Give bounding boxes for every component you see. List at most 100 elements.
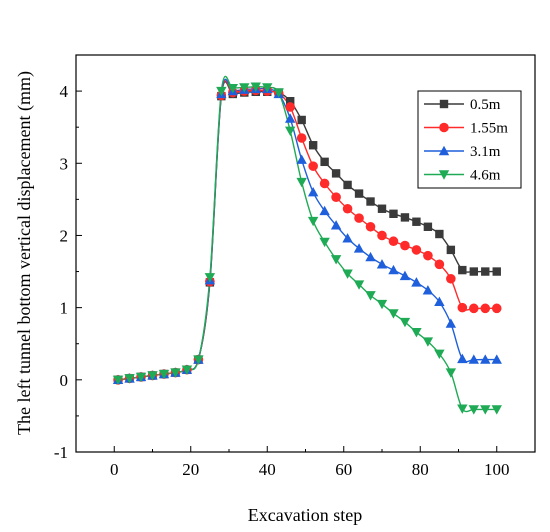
data-point xyxy=(458,265,467,275)
data-point xyxy=(457,302,468,313)
x-tick-label: 60 xyxy=(335,460,352,479)
data-point xyxy=(124,374,135,384)
data-point xyxy=(330,255,342,265)
data-point xyxy=(365,221,376,232)
legend-label-0: 0.5m xyxy=(470,97,501,113)
data-point xyxy=(376,299,388,310)
data-point xyxy=(457,353,468,364)
y-axis-label: The left tunnel bottom vertical displace… xyxy=(14,71,35,435)
data-point xyxy=(216,86,227,97)
data-point xyxy=(389,209,398,218)
data-point xyxy=(446,273,456,284)
data-point xyxy=(491,405,502,415)
legend-label-1: 1.55m xyxy=(470,121,508,137)
data-point xyxy=(353,243,365,253)
data-point xyxy=(296,154,307,164)
data-point xyxy=(377,230,387,241)
data-point xyxy=(491,303,502,314)
data-point xyxy=(170,368,181,378)
legend-marker-0 xyxy=(439,99,449,109)
data-point xyxy=(330,220,342,230)
data-point xyxy=(434,296,445,307)
y-tick-label: 3 xyxy=(60,154,69,173)
data-point xyxy=(365,251,376,262)
data-point xyxy=(388,309,399,319)
x-tick-label: 40 xyxy=(259,460,276,479)
legend-label-2: 3.1m xyxy=(470,144,501,160)
data-point xyxy=(411,327,422,338)
data-point xyxy=(435,229,444,239)
data-point xyxy=(422,285,434,295)
y-tick-label: 1 xyxy=(60,299,69,318)
data-point xyxy=(135,372,147,383)
data-point xyxy=(377,204,387,213)
y-tick-label: 0 xyxy=(60,371,69,390)
data-point xyxy=(285,126,296,136)
y-tick-label: 2 xyxy=(60,226,69,245)
data-point xyxy=(399,317,411,328)
data-point xyxy=(481,267,490,276)
data-point xyxy=(158,369,170,380)
x-tick-label: 80 xyxy=(412,460,429,479)
data-point xyxy=(297,115,306,125)
data-point xyxy=(307,216,319,227)
data-point xyxy=(286,96,295,106)
data-point xyxy=(376,259,388,269)
data-point xyxy=(343,180,352,190)
x-tick-label: 20 xyxy=(182,460,199,479)
data-point xyxy=(492,267,501,276)
data-point xyxy=(480,405,491,415)
legend-label-3: 4.6m xyxy=(470,168,501,184)
data-point xyxy=(469,267,478,276)
data-point xyxy=(308,161,318,171)
data-point xyxy=(445,368,457,378)
data-point xyxy=(342,233,353,243)
data-point xyxy=(399,270,411,281)
data-point xyxy=(308,141,318,150)
data-point xyxy=(468,354,479,364)
data-point xyxy=(434,349,445,360)
x-tick-label: 0 xyxy=(110,460,119,479)
data-point xyxy=(480,354,491,364)
data-point xyxy=(296,177,307,188)
data-point xyxy=(353,280,365,290)
y-tick-label: -1 xyxy=(54,443,68,462)
x-axis-label: Excavation step xyxy=(248,505,362,525)
data-point xyxy=(411,245,422,255)
legend: 0.5m 1.55m 3.1m 4.6m xyxy=(417,90,522,189)
data-point xyxy=(423,250,433,261)
data-point xyxy=(331,192,341,202)
data-point xyxy=(400,240,410,251)
data-point xyxy=(320,157,329,167)
legend-marker-1 xyxy=(439,122,449,133)
data-point xyxy=(285,102,296,112)
x-tick-label: 100 xyxy=(484,460,510,479)
series-markers-3 xyxy=(112,82,502,415)
data-point xyxy=(193,355,204,365)
data-point xyxy=(422,337,434,347)
data-point xyxy=(469,303,479,314)
data-point xyxy=(366,197,375,206)
data-point xyxy=(388,264,399,275)
data-point xyxy=(388,236,399,247)
legend-marker-2 xyxy=(438,145,450,156)
legend-box xyxy=(417,90,522,189)
data-point xyxy=(468,405,479,415)
data-point xyxy=(147,371,158,381)
data-point xyxy=(112,375,124,386)
data-point xyxy=(446,245,456,255)
data-point xyxy=(354,189,364,198)
data-point xyxy=(365,291,376,301)
data-point xyxy=(319,237,330,248)
data-point xyxy=(423,222,433,231)
data-point xyxy=(434,259,445,270)
data-point xyxy=(273,88,284,98)
data-point xyxy=(285,113,296,123)
data-point xyxy=(331,169,341,178)
data-point xyxy=(307,186,319,197)
data-point xyxy=(227,84,239,94)
data-point xyxy=(204,273,216,283)
axis-ticks: 0 20 40 60 80 100 -1 0 1 2 3 4 xyxy=(54,54,510,479)
